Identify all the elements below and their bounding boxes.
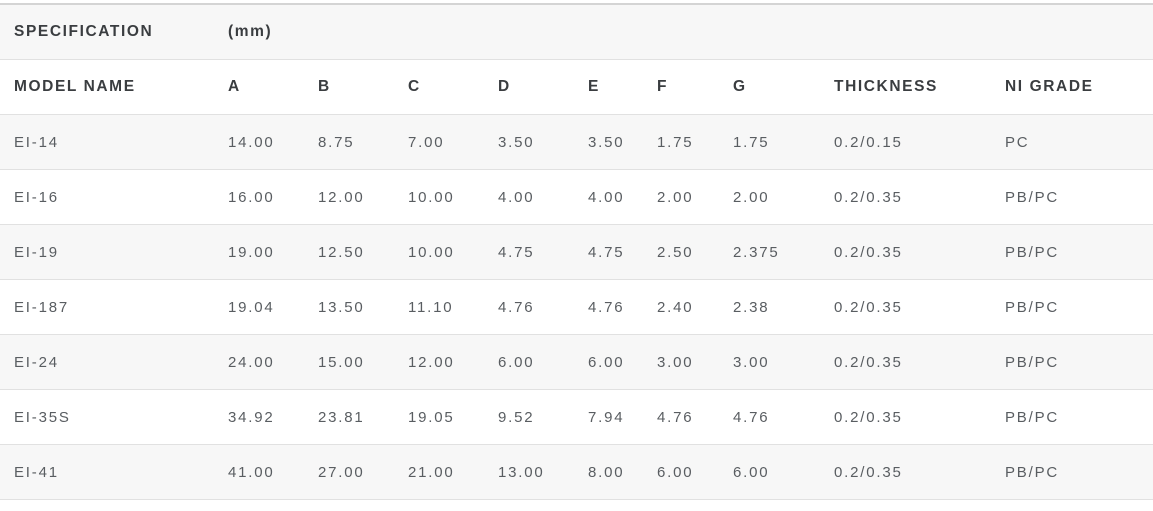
column-header-model-name: MODEL NAME [14, 78, 136, 95]
table-row: EI-14 14.00 8.75 7.00 3.50 3.50 1.75 1.75 0.2/0.… [0, 114, 1153, 170]
value-cell: 21.00 [408, 463, 455, 481]
value-cell: 13.00 [498, 463, 545, 481]
value-cell: 4.76 [733, 408, 770, 426]
value-cell: PB/PC [1005, 408, 1060, 426]
value-cell: 11.10 [408, 298, 454, 316]
value-cell: 3.50 [498, 133, 535, 151]
specification-table: SPECIFICATION (mm) MODEL NAME A B C D E F G THIC… [0, 3, 1153, 500]
value-cell: 2.375 [733, 243, 780, 261]
value-cell: 24.00 [228, 353, 275, 371]
value-cell: 7.94 [588, 408, 625, 426]
value-cell: 3.00 [657, 353, 694, 371]
value-cell: 6.00 [588, 353, 625, 371]
column-header-d: D [498, 78, 511, 95]
model-name-cell: EI-187 [14, 298, 69, 316]
value-cell: 6.00 [498, 353, 535, 371]
column-header-ni-grade: NI GRADE [1005, 78, 1094, 95]
value-cell: 10.00 [408, 243, 455, 261]
column-header-c: C [408, 78, 421, 95]
value-cell: 6.00 [657, 463, 694, 481]
value-cell: 3.00 [733, 353, 770, 371]
value-cell: 0.2/0.35 [834, 463, 903, 481]
value-cell: PB/PC [1005, 188, 1060, 206]
value-cell: 0.2/0.35 [834, 243, 903, 261]
value-cell: 0.2/0.35 [834, 408, 903, 426]
value-cell: 0.2/0.15 [834, 133, 903, 151]
value-cell: 1.75 [733, 133, 770, 151]
column-header-e: E [588, 78, 600, 95]
value-cell: 23.81 [318, 408, 365, 426]
table-row: EI-41 41.00 27.00 21.00 13.00 8.00 6.00 6.00 0.2… [0, 444, 1153, 500]
value-cell: PB/PC [1005, 243, 1060, 261]
value-cell: 7.00 [408, 133, 445, 151]
value-cell: 4.76 [498, 298, 535, 316]
value-cell: 19.05 [408, 408, 455, 426]
value-cell: 2.40 [657, 298, 694, 316]
model-name-cell: EI-41 [14, 463, 59, 481]
table-header-row: MODEL NAME A B C D E F G THICKNESS NI GRADE [0, 60, 1153, 115]
value-cell: 9.52 [498, 408, 535, 426]
value-cell: 12.50 [318, 243, 365, 261]
value-cell: 4.76 [657, 408, 694, 426]
value-cell: 0.2/0.35 [834, 188, 903, 206]
value-cell: 8.75 [318, 133, 355, 151]
value-cell: 41.00 [228, 463, 275, 481]
model-name-cell: EI-35S [14, 408, 71, 426]
model-name-cell: EI-16 [14, 188, 59, 206]
table-row: EI-16 16.00 12.00 10.00 4.00 4.00 2.00 2.00 0.2/… [0, 170, 1153, 225]
table-row: EI-24 24.00 15.00 12.00 6.00 6.00 3.00 3.00 0.2/… [0, 334, 1153, 390]
table-row: EI-187 19.04 13.50 11.10 4.76 4.76 2.40 2.38 0.2… [0, 280, 1153, 335]
model-name-cell: EI-19 [14, 243, 59, 261]
value-cell: 15.00 [318, 353, 365, 371]
value-cell: 1.75 [657, 133, 694, 151]
value-cell: 13.50 [318, 298, 365, 316]
column-header-b: B [318, 78, 331, 95]
value-cell: 4.75 [498, 243, 535, 261]
value-cell: 14.00 [228, 133, 275, 151]
value-cell: 6.00 [733, 463, 770, 481]
value-cell: 2.00 [733, 188, 770, 206]
value-cell: 4.00 [498, 188, 535, 206]
value-cell: 19.04 [228, 298, 275, 316]
model-name-cell: EI-14 [14, 133, 59, 151]
value-cell: 12.00 [318, 188, 365, 206]
value-cell: 2.50 [657, 243, 694, 261]
value-cell: 34.92 [228, 408, 275, 426]
value-cell: PB/PC [1005, 298, 1060, 316]
value-cell: 10.00 [408, 188, 455, 206]
value-cell: 0.2/0.35 [834, 298, 903, 316]
model-name-cell: EI-24 [14, 353, 59, 371]
column-header-f: F [657, 78, 669, 95]
column-header-a: A [228, 78, 241, 95]
value-cell: 8.00 [588, 463, 625, 481]
table-unit-label: (mm) [228, 23, 273, 40]
value-cell: PB/PC [1005, 463, 1060, 481]
table-row: EI-19 19.00 12.50 10.00 4.75 4.75 2.50 2.375 0.2… [0, 224, 1153, 280]
value-cell: 12.00 [408, 353, 455, 371]
table-title-row: SPECIFICATION (mm) [0, 4, 1153, 60]
table-title-row-spacer [304, 4, 1153, 60]
column-header-g: G [733, 78, 747, 95]
value-cell: 19.00 [228, 243, 275, 261]
value-cell: 27.00 [318, 463, 365, 481]
value-cell: PC [1005, 133, 1030, 151]
value-cell: 2.38 [733, 298, 770, 316]
value-cell: 2.00 [657, 188, 694, 206]
column-header-thickness: THICKNESS [834, 78, 938, 95]
table-section-title: SPECIFICATION [14, 23, 154, 40]
value-cell: 3.50 [588, 133, 625, 151]
value-cell: 4.76 [588, 298, 625, 316]
value-cell: PB/PC [1005, 353, 1060, 371]
value-cell: 4.75 [588, 243, 625, 261]
value-cell: 4.00 [588, 188, 625, 206]
table-row: EI-35S 34.92 23.81 19.05 9.52 7.94 4.76 4.76 0.2… [0, 390, 1153, 445]
value-cell: 16.00 [228, 188, 275, 206]
value-cell: 0.2/0.35 [834, 353, 903, 371]
